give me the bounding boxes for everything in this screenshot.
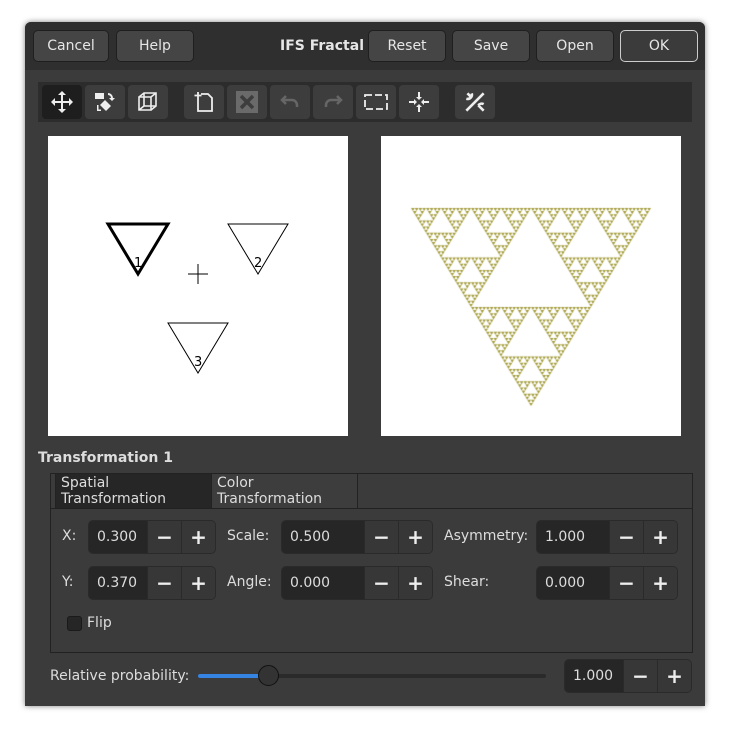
asymmetry-label: Asymmetry: [444, 528, 529, 544]
slider-thumb[interactable] [257, 665, 279, 686]
probability-input[interactable]: 1.000 [565, 660, 623, 692]
rotate-scale-icon [95, 93, 115, 111]
scale-increment-button[interactable]: + [398, 521, 432, 553]
x-increment-button[interactable]: + [181, 521, 215, 553]
options-button[interactable] [455, 85, 495, 119]
y-label: Y: [62, 574, 74, 590]
x-decrement-button[interactable]: − [147, 521, 181, 553]
asymmetry-decrement-button[interactable]: − [609, 521, 643, 553]
toolbar [38, 82, 692, 122]
x-spinbutton[interactable]: 0.300− + [88, 520, 216, 554]
transform-triangle-3[interactable] [167, 322, 229, 374]
scale-input[interactable]: 0.500 [282, 521, 364, 553]
probability-slider[interactable] [198, 665, 546, 686]
shear-input[interactable]: 0.000 [537, 567, 609, 599]
scale-spinbutton[interactable]: 0.500− + [281, 520, 433, 554]
angle-spinbutton[interactable]: 0.000− + [281, 566, 433, 600]
design-canvas[interactable]: 1 2 3 [48, 136, 348, 436]
y-input[interactable]: 0.370 [89, 567, 147, 599]
move-button[interactable] [42, 85, 82, 119]
probability-label: Relative probability: [50, 668, 190, 684]
y-increment-button[interactable]: + [181, 567, 215, 599]
probability-spinbutton[interactable]: 1.000− + [564, 659, 692, 693]
flip-label[interactable]: Flip [87, 615, 112, 631]
shear-increment-button[interactable]: + [643, 567, 677, 599]
x-label: X: [62, 528, 77, 544]
flip-checkbox[interactable] [67, 616, 82, 631]
redo-button [313, 85, 353, 119]
probability-increment-button[interactable]: + [657, 660, 691, 692]
new-transform-button[interactable] [184, 85, 224, 119]
center-crosshair[interactable] [188, 264, 208, 284]
save-button[interactable]: Save [452, 30, 530, 62]
cancel-button[interactable]: Cancel [33, 30, 109, 62]
x-input[interactable]: 0.300 [89, 521, 147, 553]
transform-triangle-2[interactable] [227, 223, 289, 275]
angle-decrement-button[interactable]: − [364, 567, 398, 599]
angle-increment-button[interactable]: + [398, 567, 432, 599]
triangle-label-1: 1 [134, 256, 142, 271]
header-bar: Cancel Help IFS Fractal Reset Save Open … [25, 22, 705, 70]
reset-button[interactable]: Reset [368, 30, 446, 62]
delete-button [227, 85, 267, 119]
redo-icon [324, 95, 343, 107]
transform-triangle-1[interactable] [105, 222, 171, 277]
help-button[interactable]: Help [116, 30, 194, 62]
undo-icon [280, 95, 299, 107]
transformation-notebook: Spatial Transformation Color Transformat… [50, 473, 693, 653]
move-icon [51, 91, 73, 113]
ifs-fractal-dialog: Cancel Help IFS Fractal Reset Save Open … [25, 22, 705, 706]
tab-spatial-transformation[interactable]: Spatial Transformation [55, 474, 212, 508]
select-all-icon [364, 94, 388, 110]
ok-button[interactable]: OK [620, 30, 698, 62]
angle-input[interactable]: 0.000 [282, 567, 364, 599]
shear-label: Shear: [444, 574, 490, 590]
tab-color-transformation[interactable]: Color Transformation [212, 474, 358, 508]
scale-decrement-button[interactable]: − [364, 521, 398, 553]
shear-spinbutton[interactable]: 0.000− + [536, 566, 678, 600]
options-icon [465, 92, 485, 112]
scale-label: Scale: [227, 528, 270, 544]
asymmetry-increment-button[interactable]: + [643, 521, 677, 553]
design-area[interactable]: 1 2 3 [48, 136, 348, 436]
recompute-center-button[interactable] [399, 85, 439, 119]
probability-decrement-button[interactable]: − [623, 660, 657, 692]
undo-button [270, 85, 310, 119]
open-button[interactable]: Open [536, 30, 614, 62]
rotate-scale-button[interactable] [85, 85, 125, 119]
asymmetry-input[interactable]: 1.000 [537, 521, 609, 553]
y-decrement-button[interactable]: − [147, 567, 181, 599]
triangle-label-2: 2 [254, 256, 262, 271]
slider-fill [198, 674, 268, 678]
dialog-title: IFS Fractal [280, 38, 364, 54]
stretch-icon [138, 92, 157, 111]
angle-label: Angle: [227, 574, 272, 590]
select-all-button[interactable] [356, 85, 396, 119]
asymmetry-spinbutton[interactable]: 1.000− + [536, 520, 678, 554]
y-spinbutton[interactable]: 0.370− + [88, 566, 216, 600]
triangle-label-3: 3 [194, 355, 202, 370]
shear-decrement-button[interactable]: − [609, 567, 643, 599]
new-transform-icon [194, 92, 213, 112]
delete-icon [236, 91, 258, 113]
preview-area [381, 136, 681, 436]
recompute-center-icon [409, 92, 429, 112]
section-title: Transformation 1 [38, 450, 174, 466]
fractal-preview [381, 136, 681, 436]
stretch-button[interactable] [128, 85, 168, 119]
